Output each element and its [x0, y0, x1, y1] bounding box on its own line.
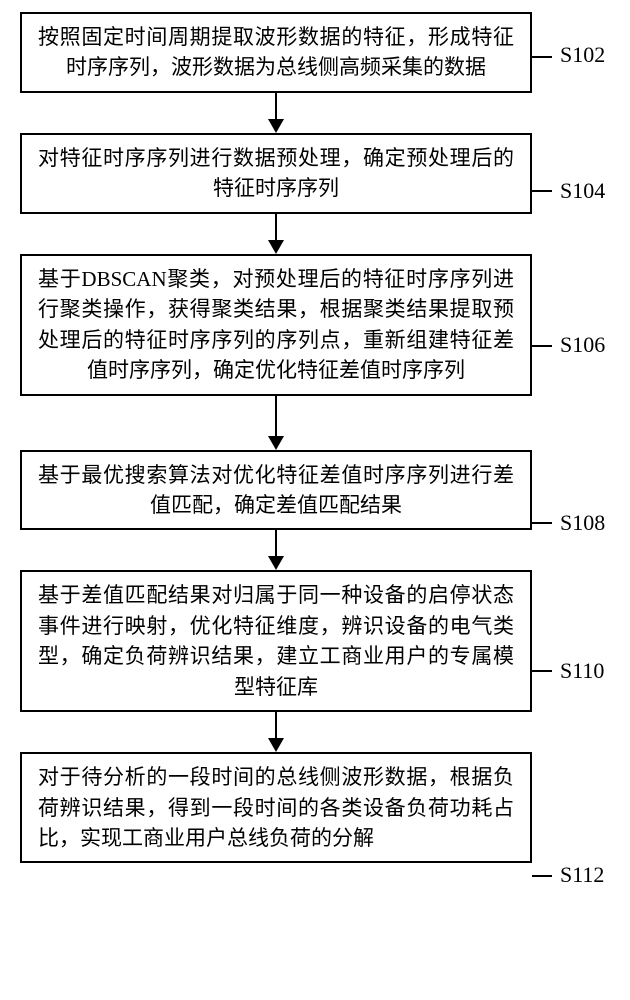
node-text: 对特征时序序列进行数据预处理，确定预处理后的特征时序序列 [38, 146, 514, 200]
arrow-1 [268, 93, 284, 133]
node-s108: 基于最优搜索算法对优化特征差值时序序列进行差值匹配，确定差值匹配结果 [20, 450, 532, 531]
arrow-head-icon [268, 240, 284, 254]
arrow-head-icon [268, 436, 284, 450]
label-connector [532, 190, 552, 192]
arrow-head-icon [268, 738, 284, 752]
arrow-shaft [275, 214, 277, 240]
arrow-shaft [275, 396, 277, 436]
step-label-s106: S106 [560, 332, 605, 358]
arrow-shaft [275, 93, 277, 119]
label-connector [532, 875, 552, 877]
node-s106: 基于DBSCAN聚类，对预处理后的特征时序序列进行聚类操作，获得聚类结果，根据聚… [20, 254, 532, 396]
arrow-2 [268, 214, 284, 254]
step-label-s112: S112 [560, 862, 604, 888]
label-connector [532, 522, 552, 524]
flow-column: 按照固定时间周期提取波形数据的特征，形成特征时序序列，波形数据为总线侧高频采集的… [20, 12, 532, 863]
node-s112: 对于待分析的一段时间的总线侧波形数据，根据负荷辨识结果，得到一段时间的各类设备负… [20, 752, 532, 863]
label-connector [532, 670, 552, 672]
node-s102: 按照固定时间周期提取波形数据的特征，形成特征时序序列，波形数据为总线侧高频采集的… [20, 12, 532, 93]
step-label-s102: S102 [560, 42, 605, 68]
step-label-s104: S104 [560, 178, 605, 204]
node-text: 按照固定时间周期提取波形数据的特征，形成特征时序序列，波形数据为总线侧高频采集的… [38, 25, 514, 79]
node-text: 基于差值匹配结果对归属于同一种设备的启停状态事件进行映射，优化特征维度，辨识设备… [38, 583, 514, 698]
arrow-shaft [275, 712, 277, 738]
flowchart-canvas: 按照固定时间周期提取波形数据的特征，形成特征时序序列，波形数据为总线侧高频采集的… [0, 0, 630, 1000]
node-text: 对于待分析的一段时间的总线侧波形数据，根据负荷辨识结果，得到一段时间的各类设备负… [38, 765, 514, 850]
node-text: 基于DBSCAN聚类，对预处理后的特征时序序列进行聚类操作，获得聚类结果，根据聚… [38, 267, 514, 382]
node-s104: 对特征时序序列进行数据预处理，确定预处理后的特征时序序列 [20, 133, 532, 214]
arrow-shaft [275, 530, 277, 556]
label-connector [532, 56, 552, 58]
arrow-head-icon [268, 119, 284, 133]
step-label-s110: S110 [560, 658, 604, 684]
arrow-head-icon [268, 556, 284, 570]
node-text: 基于最优搜索算法对优化特征差值时序序列进行差值匹配，确定差值匹配结果 [38, 463, 514, 517]
step-label-s108: S108 [560, 510, 605, 536]
node-s110: 基于差值匹配结果对归属于同一种设备的启停状态事件进行映射，优化特征维度，辨识设备… [20, 570, 532, 712]
arrow-4 [268, 530, 284, 570]
label-connector [532, 345, 552, 347]
arrow-5 [268, 712, 284, 752]
arrow-3 [268, 396, 284, 450]
